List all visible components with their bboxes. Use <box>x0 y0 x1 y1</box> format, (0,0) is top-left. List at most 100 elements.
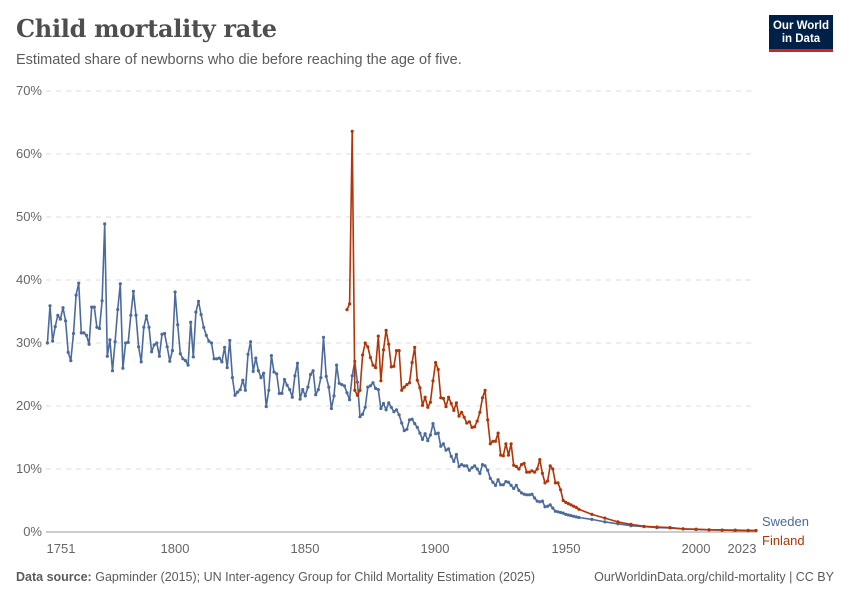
data-point[interactable] <box>426 405 430 409</box>
data-point[interactable] <box>199 313 203 317</box>
data-point[interactable] <box>460 410 464 414</box>
data-point[interactable] <box>209 341 214 345</box>
data-point[interactable] <box>540 499 545 503</box>
data-point[interactable] <box>230 376 234 380</box>
data-point[interactable] <box>353 388 357 392</box>
data-point[interactable] <box>97 326 102 331</box>
data-point[interactable] <box>527 470 532 474</box>
data-point[interactable] <box>264 405 268 409</box>
data-point[interactable] <box>361 412 365 416</box>
data-point[interactable] <box>53 325 57 329</box>
data-point[interactable] <box>407 381 412 385</box>
data-point[interactable] <box>381 401 386 406</box>
data-point[interactable] <box>293 374 297 378</box>
data-point[interactable] <box>512 486 516 491</box>
data-point[interactable] <box>561 511 565 515</box>
data-point[interactable] <box>217 356 221 360</box>
data-point[interactable] <box>460 463 464 467</box>
data-point[interactable] <box>337 381 341 385</box>
data-point[interactable] <box>441 442 445 446</box>
data-point[interactable] <box>546 479 550 483</box>
data-point[interactable] <box>355 393 359 397</box>
data-point[interactable] <box>517 467 521 471</box>
data-point[interactable] <box>527 493 532 497</box>
data-point[interactable] <box>454 401 458 405</box>
data-point[interactable] <box>324 374 328 378</box>
data-point[interactable] <box>506 453 511 457</box>
data-point[interactable] <box>553 481 558 485</box>
data-point[interactable] <box>506 480 511 484</box>
series-line[interactable] <box>346 130 756 532</box>
data-point[interactable] <box>340 383 344 387</box>
data-point[interactable] <box>288 388 292 392</box>
data-point[interactable] <box>530 492 534 496</box>
data-point[interactable] <box>475 419 479 423</box>
data-point[interactable] <box>350 374 354 378</box>
data-point[interactable] <box>431 379 435 383</box>
data-point[interactable] <box>345 391 349 395</box>
data-point[interactable] <box>335 363 339 367</box>
data-point[interactable] <box>410 417 414 421</box>
data-point[interactable] <box>110 369 115 373</box>
data-point[interactable] <box>475 467 479 471</box>
data-point[interactable] <box>124 341 128 345</box>
data-point[interactable] <box>473 464 477 468</box>
data-point[interactable] <box>553 509 558 513</box>
data-point[interactable] <box>491 439 495 443</box>
data-point[interactable] <box>483 464 487 468</box>
data-point[interactable] <box>241 378 245 382</box>
data-point[interactable] <box>137 345 141 349</box>
data-point[interactable] <box>212 357 216 361</box>
data-point[interactable] <box>295 361 300 365</box>
data-point[interactable] <box>394 349 399 353</box>
data-point[interactable] <box>176 323 180 327</box>
data-point[interactable] <box>559 510 563 515</box>
data-point[interactable] <box>397 413 401 417</box>
data-point[interactable] <box>707 528 711 532</box>
data-point[interactable] <box>178 352 182 356</box>
data-point[interactable] <box>457 414 461 418</box>
data-point[interactable] <box>368 384 372 388</box>
data-point[interactable] <box>157 354 161 358</box>
data-point[interactable] <box>189 320 193 324</box>
data-point[interactable] <box>470 466 474 470</box>
data-point[interactable] <box>64 319 68 323</box>
data-point[interactable] <box>574 515 578 519</box>
data-point[interactable] <box>501 483 505 487</box>
data-point[interactable] <box>280 391 284 395</box>
data-point[interactable] <box>269 354 273 358</box>
data-point[interactable] <box>439 444 443 448</box>
data-point[interactable] <box>467 468 471 472</box>
data-point[interactable] <box>379 379 383 383</box>
data-point[interactable] <box>374 386 378 390</box>
data-point[interactable] <box>517 488 521 492</box>
data-point[interactable] <box>329 406 333 411</box>
data-point[interactable] <box>431 422 435 426</box>
data-point[interactable] <box>566 513 571 517</box>
series-label-finland[interactable]: Finland <box>762 533 805 548</box>
data-point[interactable] <box>642 524 646 528</box>
data-point[interactable] <box>163 331 167 336</box>
data-point[interactable] <box>478 471 482 475</box>
data-point[interactable] <box>371 363 375 367</box>
data-point[interactable] <box>150 350 154 354</box>
data-point[interactable] <box>519 463 524 467</box>
data-point[interactable] <box>389 365 393 369</box>
data-point[interactable] <box>61 306 65 310</box>
data-point[interactable] <box>629 522 633 527</box>
data-point[interactable] <box>69 359 73 363</box>
data-point[interactable] <box>345 308 349 312</box>
data-point[interactable] <box>58 317 63 321</box>
data-point[interactable] <box>465 464 469 468</box>
data-point[interactable] <box>147 325 151 329</box>
data-point[interactable] <box>384 408 388 412</box>
data-point[interactable] <box>533 496 537 500</box>
data-point[interactable] <box>514 464 518 469</box>
data-point[interactable] <box>84 333 89 337</box>
data-point[interactable] <box>447 395 451 399</box>
data-point[interactable] <box>436 431 440 435</box>
data-point[interactable] <box>420 403 425 407</box>
data-point[interactable] <box>202 325 206 329</box>
data-point[interactable] <box>186 363 190 367</box>
data-point[interactable] <box>538 500 542 504</box>
